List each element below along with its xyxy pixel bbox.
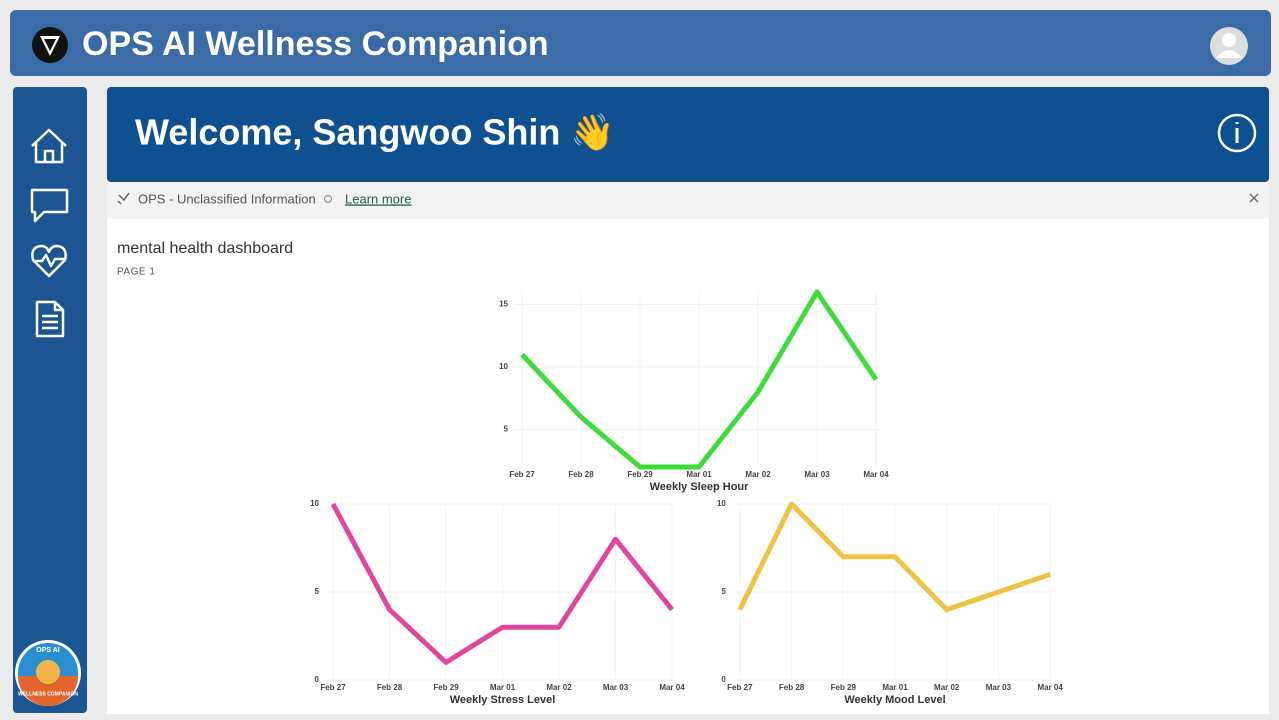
y-tick-label: 5 [504,425,509,434]
sensitivity-label: OPS - Unclassified Information [138,191,316,206]
data-line [520,289,879,470]
wellness-logo-lower [18,676,78,706]
trillium-icon [40,36,60,56]
close-button[interactable] [1249,193,1259,203]
y-tick-label: 0 [315,675,320,684]
header-bar [10,10,1271,76]
x-tick-label: Mar 01 [882,683,908,692]
x-tick-label: Mar 01 [490,683,516,692]
y-tick-label: 5 [721,587,726,596]
y-tick-label: 15 [499,300,508,309]
ops-logo[interactable] [32,27,68,63]
info-bar [107,182,1269,219]
wellness-logo-head [36,660,60,684]
chat-icon[interactable] [30,188,69,223]
avatar-head [1222,33,1236,47]
welcome-banner [107,87,1269,182]
logo-top-text: OPS AI [36,647,60,654]
x-tick-label: Mar 04 [863,470,889,479]
label-icon [117,192,130,205]
x-tick-label: Mar 03 [986,683,1012,692]
y-tick-label: 10 [717,499,726,508]
page-label: PAGE 1 [117,267,155,278]
y-tick-label: 10 [499,362,508,371]
label-info-icon[interactable] [324,195,332,203]
x-tick-label: Feb 27 [320,683,346,692]
x-tick-label: Mar 02 [934,683,960,692]
app-title: OPS AI Wellness Companion [82,25,549,63]
x-tick-label: Feb 27 [509,470,535,479]
x-axis-title: Weekly Stress Level [450,694,556,706]
welcome-text: Welcome, Sangwoo Shin 👋 [135,112,615,154]
learn-more-link[interactable]: Learn more [345,191,411,206]
y-tick-label: 10 [310,499,319,508]
sidebar [13,87,87,713]
data-line [330,502,674,665]
x-tick-label: Feb 28 [568,470,594,479]
report-title: mental health dashboard [117,240,293,257]
x-tick-label: Feb 28 [779,683,805,692]
x-tick-label: Mar 03 [603,683,629,692]
y-tick-label: 0 [721,675,726,684]
info-button[interactable] [1217,113,1257,153]
x-tick-label: Mar 03 [804,470,830,479]
document-icon[interactable] [35,300,65,338]
avatar-body [1216,50,1242,58]
report-panel [107,182,1269,714]
x-tick-label: Mar 01 [686,470,712,479]
x-axis-title: Weekly Mood Level [844,694,945,706]
y-tick-label: 5 [315,587,320,596]
x-tick-label: Feb 29 [831,683,857,692]
x-tick-label: Feb 29 [627,470,653,479]
x-tick-label: Mar 02 [745,470,771,479]
x-tick-label: Feb 27 [727,683,753,692]
x-tick-label: Feb 28 [377,683,403,692]
data-line [737,501,1051,613]
x-tick-label: Mar 04 [1037,683,1063,692]
x-tick-label: Mar 02 [546,683,572,692]
logo-bottom-text: WELLNESS COMPANION [18,691,78,697]
x-tick-label: Mar 04 [659,683,685,692]
health-icon[interactable] [31,244,67,278]
home-icon[interactable] [31,128,67,164]
sidebar-icons [30,128,69,338]
x-axis-title: Weekly Sleep Hour [650,481,750,493]
x-tick-label: Feb 29 [433,683,459,692]
